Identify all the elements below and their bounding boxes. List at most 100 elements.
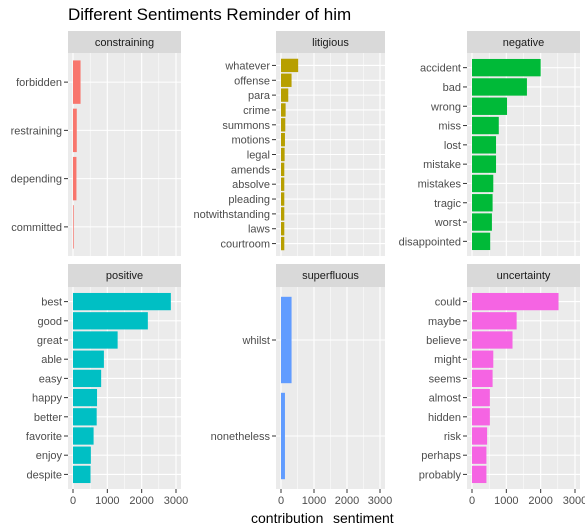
y-tick-label: nonetheless [211, 431, 271, 443]
facet-strip [467, 264, 580, 287]
facet-strip [276, 31, 385, 53]
right-axis-title: sentiment [333, 510, 394, 526]
y-tick-label: amends [231, 164, 271, 176]
y-tick-label: easy [39, 373, 63, 385]
facet-strip [276, 264, 385, 287]
y-tick-label: restraining [11, 125, 62, 137]
panel-positive: positive best good great able easy happy better… [26, 264, 188, 507]
bar-uncertainty-perhaps [472, 446, 487, 464]
bar-negative-mistakes [472, 174, 494, 193]
y-tick-label: depending [11, 174, 62, 186]
bar-positive-favorite [73, 427, 94, 445]
bar-uncertainty-hidden [472, 408, 490, 426]
y-tick-label: absolve [232, 179, 270, 191]
bar-litigious-pleading [281, 192, 285, 206]
bar-superfluous-nonetheless [281, 392, 285, 480]
y-tick-label: believe [426, 335, 461, 347]
bar-positive-happy [73, 388, 98, 407]
facet-strip-label: uncertainty [497, 270, 551, 282]
bar-constraining-depending [73, 156, 77, 201]
bar-litigious-courtroom [281, 236, 285, 251]
x-tick-label: 1000 [494, 495, 518, 507]
panel-superfluous: superfluous whilst nonetheless 0 1000 2000 300… [211, 264, 392, 507]
bar-negative-bad [472, 78, 527, 96]
y-tick-label: mistake [423, 159, 461, 171]
y-tick-label: perhaps [421, 450, 461, 462]
bar-negative-tragic [472, 194, 493, 212]
y-tick-label: legal [247, 150, 270, 162]
y-tick-label: whilst [241, 335, 270, 347]
bar-positive-better [73, 408, 97, 426]
y-tick-label: able [41, 354, 62, 366]
x-tick-label: 0 [70, 495, 76, 507]
y-tick-label: mistakes [418, 178, 462, 190]
bar-litigious-legal [281, 147, 285, 162]
y-tick-label: offense [234, 75, 270, 87]
bar-negative-mistake [472, 155, 497, 173]
x-tick-label: 3000 [563, 495, 585, 507]
bar-uncertainty-probably [472, 465, 487, 484]
x-tick-label: 2000 [129, 495, 153, 507]
y-tick-label: courtroom [220, 239, 270, 251]
y-tick-label: bad [443, 82, 461, 94]
panel-uncertainty: uncertainty could maybe believe might seems al… [419, 264, 585, 507]
bar-superfluous-whilst [281, 296, 292, 384]
y-tick-label: crime [243, 105, 270, 117]
x-tick-label: 0 [278, 495, 284, 507]
y-tick-label: motions [231, 135, 270, 147]
bar-uncertainty-risk [472, 427, 488, 445]
facet-strip [467, 31, 580, 53]
facet-strip-label: superfluous [302, 270, 359, 282]
bar-litigious-amends [281, 162, 285, 177]
panel-negative: negative accident bad wrong miss lost mistake m… [399, 31, 580, 256]
bar-positive-easy [73, 369, 102, 388]
y-tick-label: forbidden [16, 77, 62, 89]
y-tick-label: happy [32, 393, 62, 405]
bar-negative-lost [472, 136, 497, 154]
bar-litigious-crime [281, 103, 286, 117]
bar-positive-despite [73, 465, 91, 484]
bar-positive-enjoy [73, 446, 91, 464]
facet-panels: constraining forbidden restraining dependin… [11, 31, 585, 507]
y-tick-label: despite [27, 469, 62, 481]
y-tick-label: notwithstanding [194, 209, 270, 221]
y-tick-label: better [34, 412, 62, 424]
bar-negative-miss [472, 116, 499, 135]
y-tick-label: hidden [428, 412, 461, 424]
y-tick-label: whatever [224, 60, 270, 72]
bar-negative-disappointed [472, 232, 491, 251]
bar-uncertainty-almost [472, 388, 490, 407]
x-tick-label: 2000 [335, 495, 359, 507]
y-tick-label: miss [438, 121, 461, 133]
chart-title: Different Sentiments Reminder of him [68, 5, 351, 24]
y-tick-label: summons [222, 120, 270, 132]
y-tick-label: tragic [434, 198, 461, 210]
y-tick-label: worst [434, 217, 461, 229]
y-tick-label: pleading [228, 194, 270, 206]
bar-uncertainty-could [472, 292, 559, 311]
bar-positive-great [73, 331, 118, 349]
x-axis-title: contribution [251, 510, 323, 526]
y-tick-label: seems [429, 373, 462, 385]
panel-constraining: constraining forbidden restraining dependin… [11, 31, 181, 256]
bar-litigious-offense [281, 73, 292, 87]
facet-strip-label: litigious [312, 37, 349, 49]
y-tick-label: favorite [26, 431, 62, 443]
bar-litigious-notwithstanding [281, 207, 285, 221]
facet-strip [68, 264, 181, 287]
bar-uncertainty-maybe [472, 312, 517, 330]
y-tick-label: best [41, 297, 62, 309]
y-tick-label: probably [419, 469, 462, 481]
facet-strip [68, 31, 181, 53]
x-tick-label: 0 [469, 495, 475, 507]
bar-negative-worst [472, 213, 492, 231]
y-tick-label: disappointed [399, 236, 461, 248]
x-tick-label: 2000 [528, 495, 552, 507]
bar-litigious-para [281, 88, 289, 102]
facet-strip-label: constraining [95, 37, 154, 49]
y-tick-label: good [38, 316, 62, 328]
facet-strip-label: negative [503, 37, 545, 49]
bar-uncertainty-might [472, 350, 494, 368]
bar-uncertainty-seems [472, 369, 493, 388]
y-tick-label: accident [420, 63, 461, 75]
